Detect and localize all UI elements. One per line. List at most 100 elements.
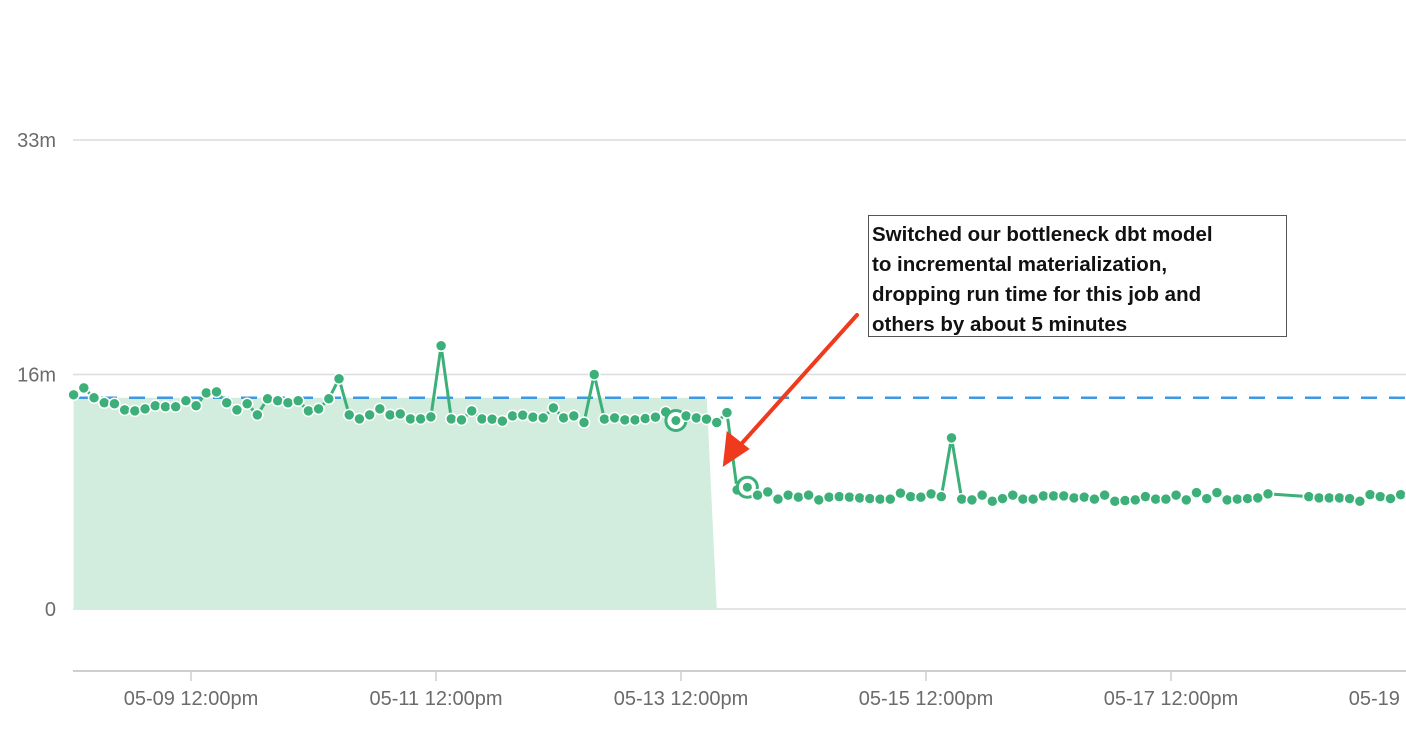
data-point — [128, 404, 142, 418]
data-point — [1312, 491, 1326, 505]
data-point — [914, 490, 928, 504]
data-point — [1098, 488, 1111, 502]
data-point — [240, 397, 254, 411]
data-point — [843, 490, 856, 504]
data-point — [628, 413, 642, 427]
data-point — [312, 402, 325, 416]
data-point — [1190, 486, 1203, 499]
data-point — [1220, 493, 1234, 507]
data-point — [1016, 492, 1030, 506]
data-point — [363, 408, 376, 422]
data-point — [281, 396, 295, 410]
y-axis: 0 16m 33m — [17, 130, 56, 621]
data-point — [1363, 488, 1377, 501]
data-point — [1394, 488, 1406, 501]
arrow-shaft — [734, 313, 859, 451]
data-point — [496, 414, 509, 428]
data-point — [465, 404, 478, 418]
data-point — [802, 488, 815, 502]
data-point — [975, 488, 989, 502]
data-point — [1241, 492, 1254, 505]
annotation-line: Switched our bottleneck dbt model — [872, 223, 1213, 246]
data-point — [87, 391, 101, 405]
data-point — [342, 408, 356, 422]
data-point — [230, 403, 244, 417]
data-point — [679, 409, 693, 423]
x-tick-label: 05-11 12:00pm — [369, 688, 502, 710]
data-point — [118, 403, 131, 417]
data-point — [965, 493, 979, 507]
data-point — [751, 488, 764, 502]
data-point — [761, 485, 775, 499]
highlighted-point — [671, 416, 681, 426]
x-tick-label: 05-17 12:00pm — [1104, 688, 1239, 710]
data-point — [1139, 490, 1152, 503]
data-point — [1210, 486, 1224, 499]
data-point — [1159, 492, 1173, 506]
data-point — [1302, 490, 1316, 503]
data-point — [373, 402, 387, 416]
x-tick-label: 05-15 12:00pm — [859, 688, 994, 710]
arrow-head — [722, 431, 750, 467]
data-point — [536, 411, 550, 425]
data-point — [649, 410, 662, 424]
data-point — [1108, 495, 1122, 508]
data-point — [1057, 489, 1071, 503]
shaded-region — [73, 397, 717, 609]
data-point — [1088, 492, 1101, 506]
data-point — [210, 385, 223, 399]
annotation-line: to incremental materialization, — [872, 253, 1168, 276]
data-point — [67, 388, 80, 402]
y-tick-label: 0 — [45, 599, 56, 621]
data-point — [261, 392, 274, 406]
data-point — [97, 396, 111, 410]
data-point — [1149, 492, 1162, 506]
data-point — [414, 412, 427, 426]
data-point — [832, 490, 846, 503]
data-point — [986, 495, 999, 508]
data-point — [353, 412, 366, 426]
data-point — [220, 396, 233, 410]
data-point — [485, 412, 499, 426]
data-point — [200, 386, 213, 400]
data-point — [1047, 489, 1060, 503]
data-point — [475, 412, 489, 426]
data-point — [434, 339, 448, 353]
data-point — [138, 402, 152, 416]
data-point — [516, 408, 530, 422]
data-point — [169, 400, 182, 414]
x-axis: 05-09 12:00pm 05-11 12:00pm 05-13 12:00pm 0… — [73, 670, 1406, 710]
x-tick-label: 05-19 12:00pm — [1349, 688, 1406, 710]
data-point — [526, 410, 540, 424]
y-tick-label: 16m — [17, 365, 56, 387]
data-point — [77, 381, 91, 395]
data-point — [1026, 492, 1040, 506]
data-point — [394, 407, 407, 421]
data-point — [577, 416, 591, 429]
data-point — [710, 416, 723, 429]
data-point — [1006, 488, 1020, 502]
x-tick-label: 05-09 12:00pm — [124, 688, 259, 710]
data-point — [291, 394, 305, 408]
data-point — [996, 492, 1009, 505]
data-point — [302, 404, 315, 418]
data-point — [853, 491, 866, 505]
data-point — [1200, 492, 1213, 505]
data-point — [251, 408, 264, 422]
data-point — [179, 394, 193, 408]
data-point — [1333, 491, 1346, 505]
data-point — [445, 412, 458, 426]
data-point — [1129, 493, 1142, 507]
series-points — [67, 339, 1406, 508]
data-point — [1180, 493, 1193, 507]
data-point — [873, 492, 887, 506]
data-point — [149, 399, 162, 413]
data-point — [1067, 491, 1081, 505]
data-point — [771, 492, 785, 506]
data-point — [700, 412, 713, 426]
data-point — [720, 406, 734, 419]
data-point — [639, 412, 652, 425]
data-point — [924, 487, 938, 501]
y-tick-label: 33m — [17, 130, 56, 152]
